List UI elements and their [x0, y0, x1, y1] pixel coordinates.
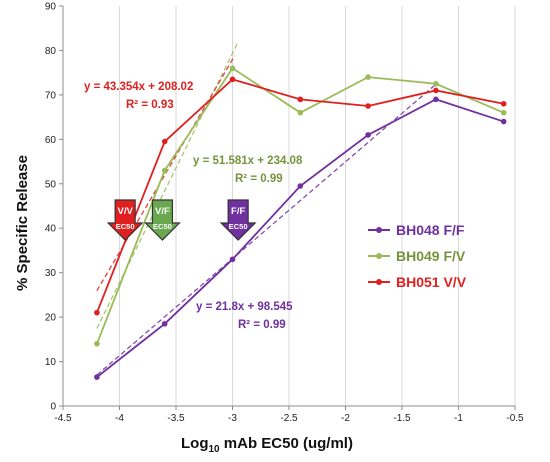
- ec50-arrow-label-1: V/F: [155, 206, 170, 217]
- x-axis-title-rest: mAb EC50 (ug/ml): [220, 435, 353, 452]
- ec50-arrow-sublabel-1: EC50: [153, 222, 172, 231]
- x-tick-label-4: -2.5: [280, 413, 298, 424]
- trend-equation-2: y = 43.354x + 208.02: [84, 81, 193, 93]
- data-point-s2-1: [161, 138, 168, 145]
- x-tick-label-3: -3: [228, 413, 237, 424]
- legend-label-1: BH049 F/V: [396, 248, 466, 264]
- ec50-arrow-2: [106, 199, 144, 241]
- y-tick-label-1: 10: [45, 357, 57, 368]
- trend-r2-1: R² = 0.99: [235, 173, 283, 185]
- y-tick-label-8: 80: [45, 46, 57, 57]
- legend-label-2: BH051 V/V: [396, 274, 467, 290]
- data-points: [94, 65, 507, 380]
- ec50-arrow-1: [143, 199, 181, 241]
- x-tick-label-0: -4.5: [54, 413, 72, 424]
- data-point-s2-5: [433, 87, 439, 94]
- x-axis-title-main: Log: [181, 435, 209, 452]
- ec50-arrows: V/V EC50 V/F EC50 F/F EC50: [106, 199, 257, 241]
- legend-marker-0: [376, 227, 382, 233]
- ec50-arrow-label-2: V/V: [117, 206, 133, 217]
- x-tick-label-1: -4: [115, 413, 124, 424]
- trendlines: [96, 41, 437, 376]
- data-point-s0-3: [297, 183, 304, 189]
- data-point-s1-1: [161, 167, 168, 174]
- ec50-arrow-sublabel-2: EC50: [116, 222, 135, 231]
- y-tick-label-2: 20: [45, 313, 57, 324]
- trend-r2-0: R² = 0.99: [238, 319, 286, 331]
- trend-equations: y = 21.8x + 98.545 R² = 0.99 y = 51.581x +…: [84, 81, 303, 331]
- gridlines: [62, 6, 516, 406]
- x-tick-label-5: -2: [341, 413, 350, 424]
- x-tick-label-2: -3.5: [167, 413, 185, 424]
- legend-marker-1: [376, 253, 382, 259]
- y-tick-label-6: 60: [45, 135, 57, 146]
- data-point-s2-3: [297, 96, 304, 103]
- data-point-s2-0: [94, 309, 100, 316]
- data-point-s1-4: [365, 74, 371, 80]
- ec50-arrow-sublabel-0: EC50: [229, 222, 248, 231]
- data-point-s0-4: [365, 132, 371, 138]
- trend-r2-2: R² = 0.93: [126, 99, 174, 111]
- data-point-s1-3: [297, 109, 304, 116]
- x-tick-label-8: -0.5: [506, 413, 524, 424]
- y-tick-label-9: 90: [45, 2, 57, 13]
- ec50-arrow-label-0: F/F: [231, 206, 245, 217]
- data-point-s0-6: [500, 118, 507, 125]
- x-tick-label-7: -1: [454, 413, 463, 424]
- legend-label-0: BH048 F/F: [396, 222, 465, 238]
- y-axis-title: % Specific Release: [14, 155, 31, 291]
- data-point-s1-5: [433, 80, 439, 87]
- trendline-series-2: [96, 55, 236, 292]
- x-axis-title: Log10 mAb EC50 (ug/ml): [181, 435, 353, 455]
- data-point-s1-6: [500, 109, 507, 116]
- data-point-s0-1: [161, 320, 168, 327]
- axes: [59, 5, 516, 410]
- legend-marker-2: [376, 279, 382, 285]
- x-axis-title-subscript: 10: [209, 444, 221, 455]
- data-point-s0-2: [229, 256, 236, 263]
- legend: BH048 F/F BH049 F/V BH051 V/V: [368, 222, 467, 290]
- y-tick-label-4: 40: [45, 224, 57, 235]
- y-tick-label-0: 0: [50, 402, 56, 413]
- trend-equation-0: y = 21.8x + 98.545: [196, 301, 293, 313]
- tick-labels: 0 10 20 30 40 50 60 70 80 90 -4.5 -4 -3.5 -3 -2.5 -2 -1.…: [45, 2, 524, 425]
- y-tick-label-5: 50: [45, 179, 57, 190]
- ec50-arrow-0: [219, 199, 257, 241]
- trend-equation-1: y = 51.581x + 234.08: [193, 155, 303, 167]
- y-tick-label-7: 70: [45, 90, 57, 101]
- data-point-s0-0: [94, 374, 100, 380]
- data-point-s2-2: [229, 76, 236, 83]
- trendline-series-0: [96, 83, 437, 376]
- data-point-s2-6: [500, 100, 507, 107]
- y-tick-label-3: 30: [45, 268, 57, 279]
- data-point-s1-2: [229, 65, 236, 72]
- data-point-s0-5: [433, 96, 439, 103]
- data-point-s1-0: [94, 340, 100, 347]
- x-tick-label-6: -1.5: [393, 413, 411, 424]
- data-point-s2-4: [365, 103, 371, 109]
